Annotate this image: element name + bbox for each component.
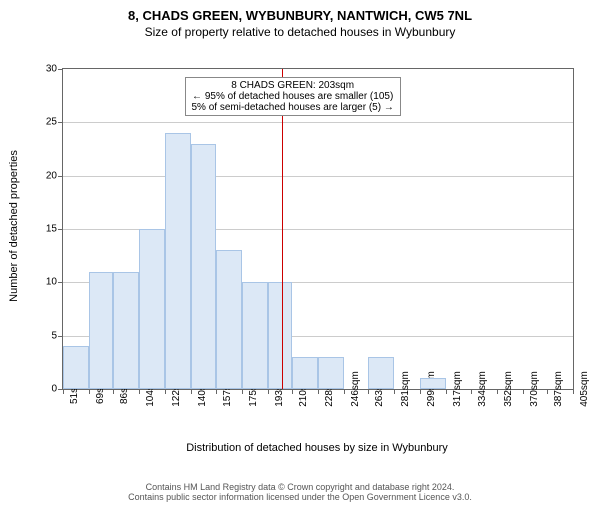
- ytick-label: 30: [46, 64, 63, 75]
- xtick-label: 299sqm: [420, 371, 437, 407]
- xtick-label: 387sqm: [547, 371, 564, 407]
- marker-infobox: 8 CHADS GREEN: 203sqm← 95% of detached h…: [185, 77, 401, 116]
- xtick-label: 317sqm: [446, 371, 463, 407]
- xtick-label: 281sqm: [394, 371, 411, 407]
- marker-line: [282, 69, 283, 389]
- xtick-label: 370sqm: [523, 371, 540, 407]
- histogram-bar: [318, 357, 344, 389]
- gridline: [63, 176, 573, 177]
- ytick-label: 5: [51, 330, 63, 341]
- histogram-bar: [216, 250, 242, 389]
- infobox-line1: 8 CHADS GREEN: 203sqm: [192, 80, 394, 91]
- ytick-label: 25: [46, 117, 63, 128]
- histogram-bar: [242, 282, 268, 389]
- x-axis-label: Distribution of detached houses by size …: [62, 442, 572, 454]
- xtick-label: 246sqm: [344, 371, 361, 407]
- footer-line-2: Contains public sector information licen…: [0, 492, 600, 502]
- histogram-bar: [165, 133, 191, 389]
- y-axis-label: Number of detached properties: [8, 116, 20, 336]
- xtick-label: 405sqm: [573, 371, 590, 407]
- ytick-label: 15: [46, 224, 63, 235]
- page-title: 8, CHADS GREEN, WYBUNBURY, NANTWICH, CW5…: [0, 8, 600, 23]
- histogram-plot: 05101520253051sqm69sqm86sqm104sqm122sqm1…: [62, 68, 574, 390]
- histogram-bar: [139, 229, 165, 389]
- histogram-bar: [292, 357, 318, 389]
- footer-line-1: Contains HM Land Registry data © Crown c…: [0, 482, 600, 492]
- page-subtitle: Size of property relative to detached ho…: [0, 25, 600, 39]
- gridline: [63, 122, 573, 123]
- histogram-bar: [113, 272, 139, 389]
- xtick-label: 352sqm: [497, 371, 514, 407]
- histogram-bar: [63, 346, 89, 389]
- histogram-bar: [368, 357, 394, 389]
- histogram-bar: [420, 378, 446, 389]
- infobox-line3: 5% of semi-detached houses are larger (5…: [192, 102, 394, 113]
- xtick-label: 334sqm: [471, 371, 488, 407]
- histogram-bar: [191, 144, 215, 389]
- histogram-bar: [89, 272, 113, 389]
- histogram-bar: [268, 282, 292, 389]
- infobox-line2: ← 95% of detached houses are smaller (10…: [192, 91, 394, 102]
- ytick-label: 20: [46, 170, 63, 181]
- footer-attribution: Contains HM Land Registry data © Crown c…: [0, 482, 600, 502]
- ytick-label: 10: [46, 277, 63, 288]
- ytick-label: 0: [51, 384, 63, 395]
